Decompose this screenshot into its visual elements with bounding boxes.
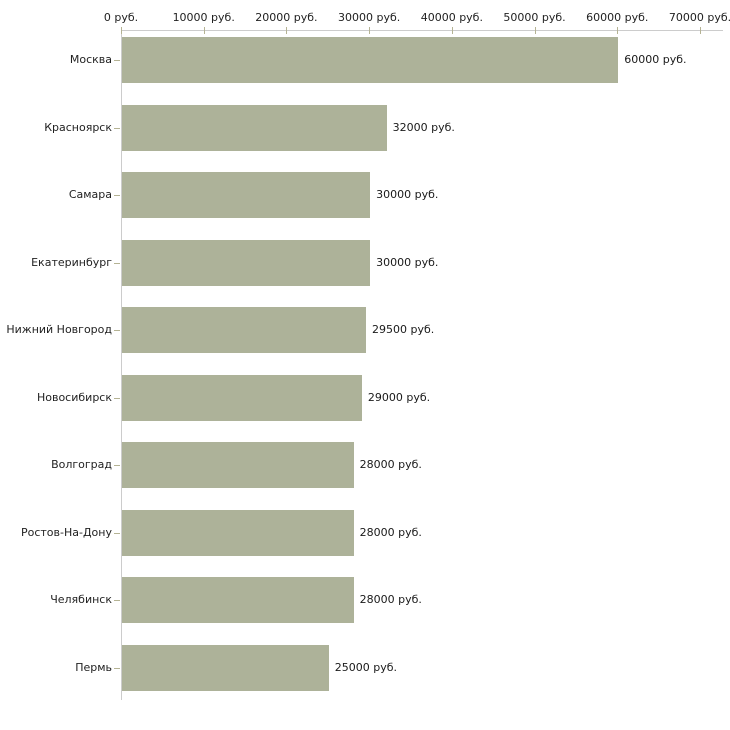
x-tick-label: 10000 руб. [172, 11, 235, 24]
bar-value-label: 29500 руб. [372, 323, 435, 337]
y-tick-mark [114, 60, 120, 61]
bar-value-label: 29000 руб. [367, 390, 431, 404]
y-axis-line [121, 30, 122, 700]
x-tick-label: 70000 руб. [668, 11, 730, 24]
y-tick-mark [114, 668, 120, 670]
y-tick-mark [114, 600, 120, 602]
x-tick-mark [286, 27, 288, 34]
bar-value-label: 60000 руб. [624, 53, 687, 66]
y-tick-mark [114, 195, 120, 197]
bar-value-label: 28000 руб. [359, 525, 422, 539]
x-tick-label: 30000 руб. [338, 11, 401, 24]
bar-value-label: 25000 руб. [334, 661, 398, 675]
x-tick-label: 0 руб. [103, 11, 139, 24]
bar [122, 577, 354, 624]
y-tick-mark [114, 397, 120, 399]
x-tick-label: 20000 руб. [255, 11, 318, 24]
bar [122, 645, 329, 692]
bar [122, 307, 366, 354]
bar [122, 509, 354, 556]
category-label: Екатеринбург [31, 255, 112, 269]
x-tick-mark [617, 27, 619, 34]
category-label: Пермь [75, 661, 112, 675]
x-tick-label: 50000 руб. [503, 11, 566, 24]
bar [122, 442, 354, 489]
x-tick-mark [369, 27, 371, 34]
x-axis-line [121, 30, 723, 31]
bar-value-label: 28000 руб. [359, 593, 422, 607]
bar-value-label: 30000 руб. [376, 188, 439, 202]
category-label: Волгоград [51, 458, 112, 472]
y-tick-mark [114, 465, 120, 467]
y-tick-mark [114, 262, 120, 264]
x-tick-mark [534, 27, 536, 34]
bar [122, 104, 387, 151]
bar [122, 172, 371, 219]
x-tick-mark [203, 27, 205, 34]
x-tick-mark [451, 27, 453, 34]
x-tick-mark [121, 27, 122, 34]
bar [122, 374, 362, 421]
bar-value-label: 30000 руб. [376, 255, 439, 269]
category-label: Красноярск [44, 120, 112, 134]
bar [122, 239, 371, 286]
x-tick-mark [700, 27, 701, 34]
bar-value-label: 32000 руб. [392, 120, 455, 134]
y-tick-mark [114, 532, 120, 534]
bar-value-label: 28000 руб. [359, 458, 422, 472]
y-tick-mark [114, 330, 120, 332]
category-label: Ростов-На-Дону [20, 525, 112, 539]
category-label: Самара [68, 188, 112, 202]
category-label: Новосибирск [36, 390, 112, 404]
x-tick-label: 40000 руб. [420, 11, 483, 24]
bar [122, 37, 619, 83]
y-tick-mark [114, 127, 120, 129]
x-tick-label: 60000 руб. [586, 11, 649, 24]
category-label: Нижний Новгород [6, 323, 112, 337]
category-label: Москва [69, 53, 112, 66]
category-label: Челябинск [50, 593, 112, 607]
